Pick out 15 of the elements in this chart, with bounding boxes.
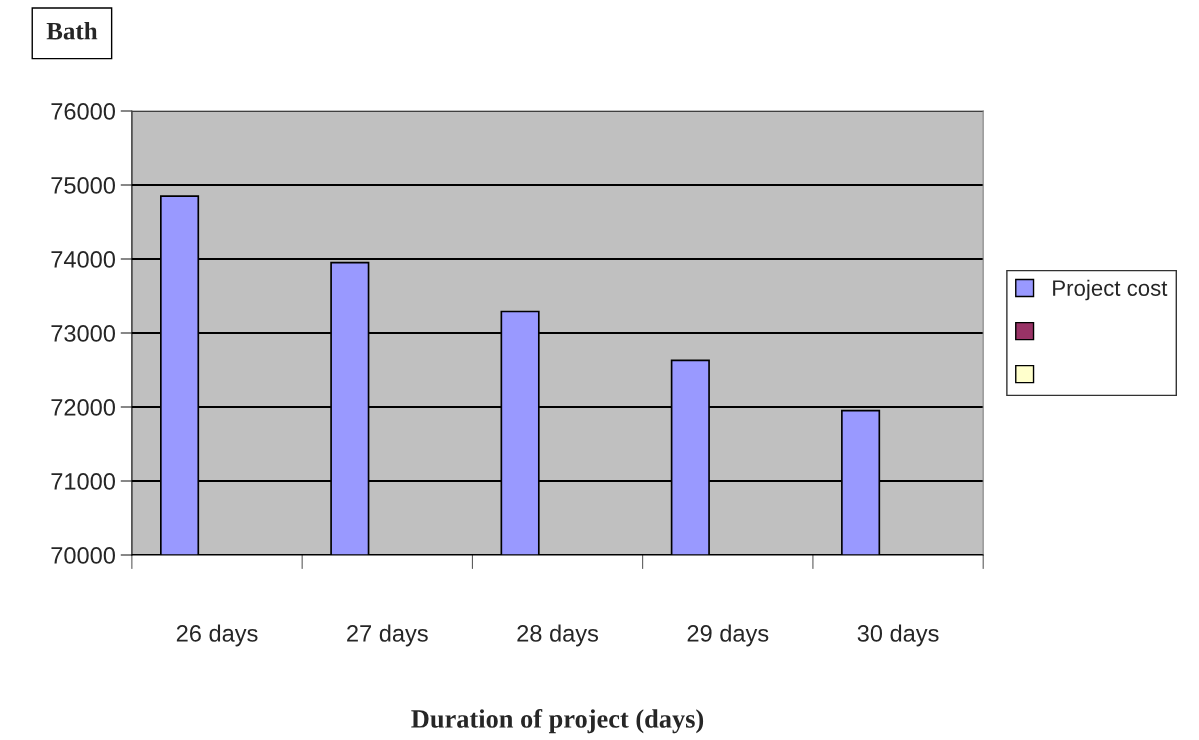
y-axis-title: Bath [46, 21, 98, 40]
x-tick-label: 29 days [687, 624, 769, 647]
x-tick-label: 28 days [517, 624, 599, 647]
y-tick-label: 74000 [51, 251, 115, 268]
x-axis-title: Duration of project (days) [411, 708, 704, 734]
y-tick-label: 73000 [51, 325, 115, 342]
x-tick-label: 30 days [857, 624, 939, 647]
x-tick-label: 26 days [176, 624, 258, 647]
y-tick-label: 76000 [51, 103, 115, 120]
y-tick-label: 71000 [51, 473, 115, 490]
y-tick-label: 75000 [51, 177, 115, 194]
legend-label: Project cost [1053, 279, 1168, 301]
y-tick-label: 70000 [51, 547, 115, 564]
x-tick-label: 27 days [347, 624, 428, 647]
y-tick-label: 72000 [51, 399, 115, 416]
